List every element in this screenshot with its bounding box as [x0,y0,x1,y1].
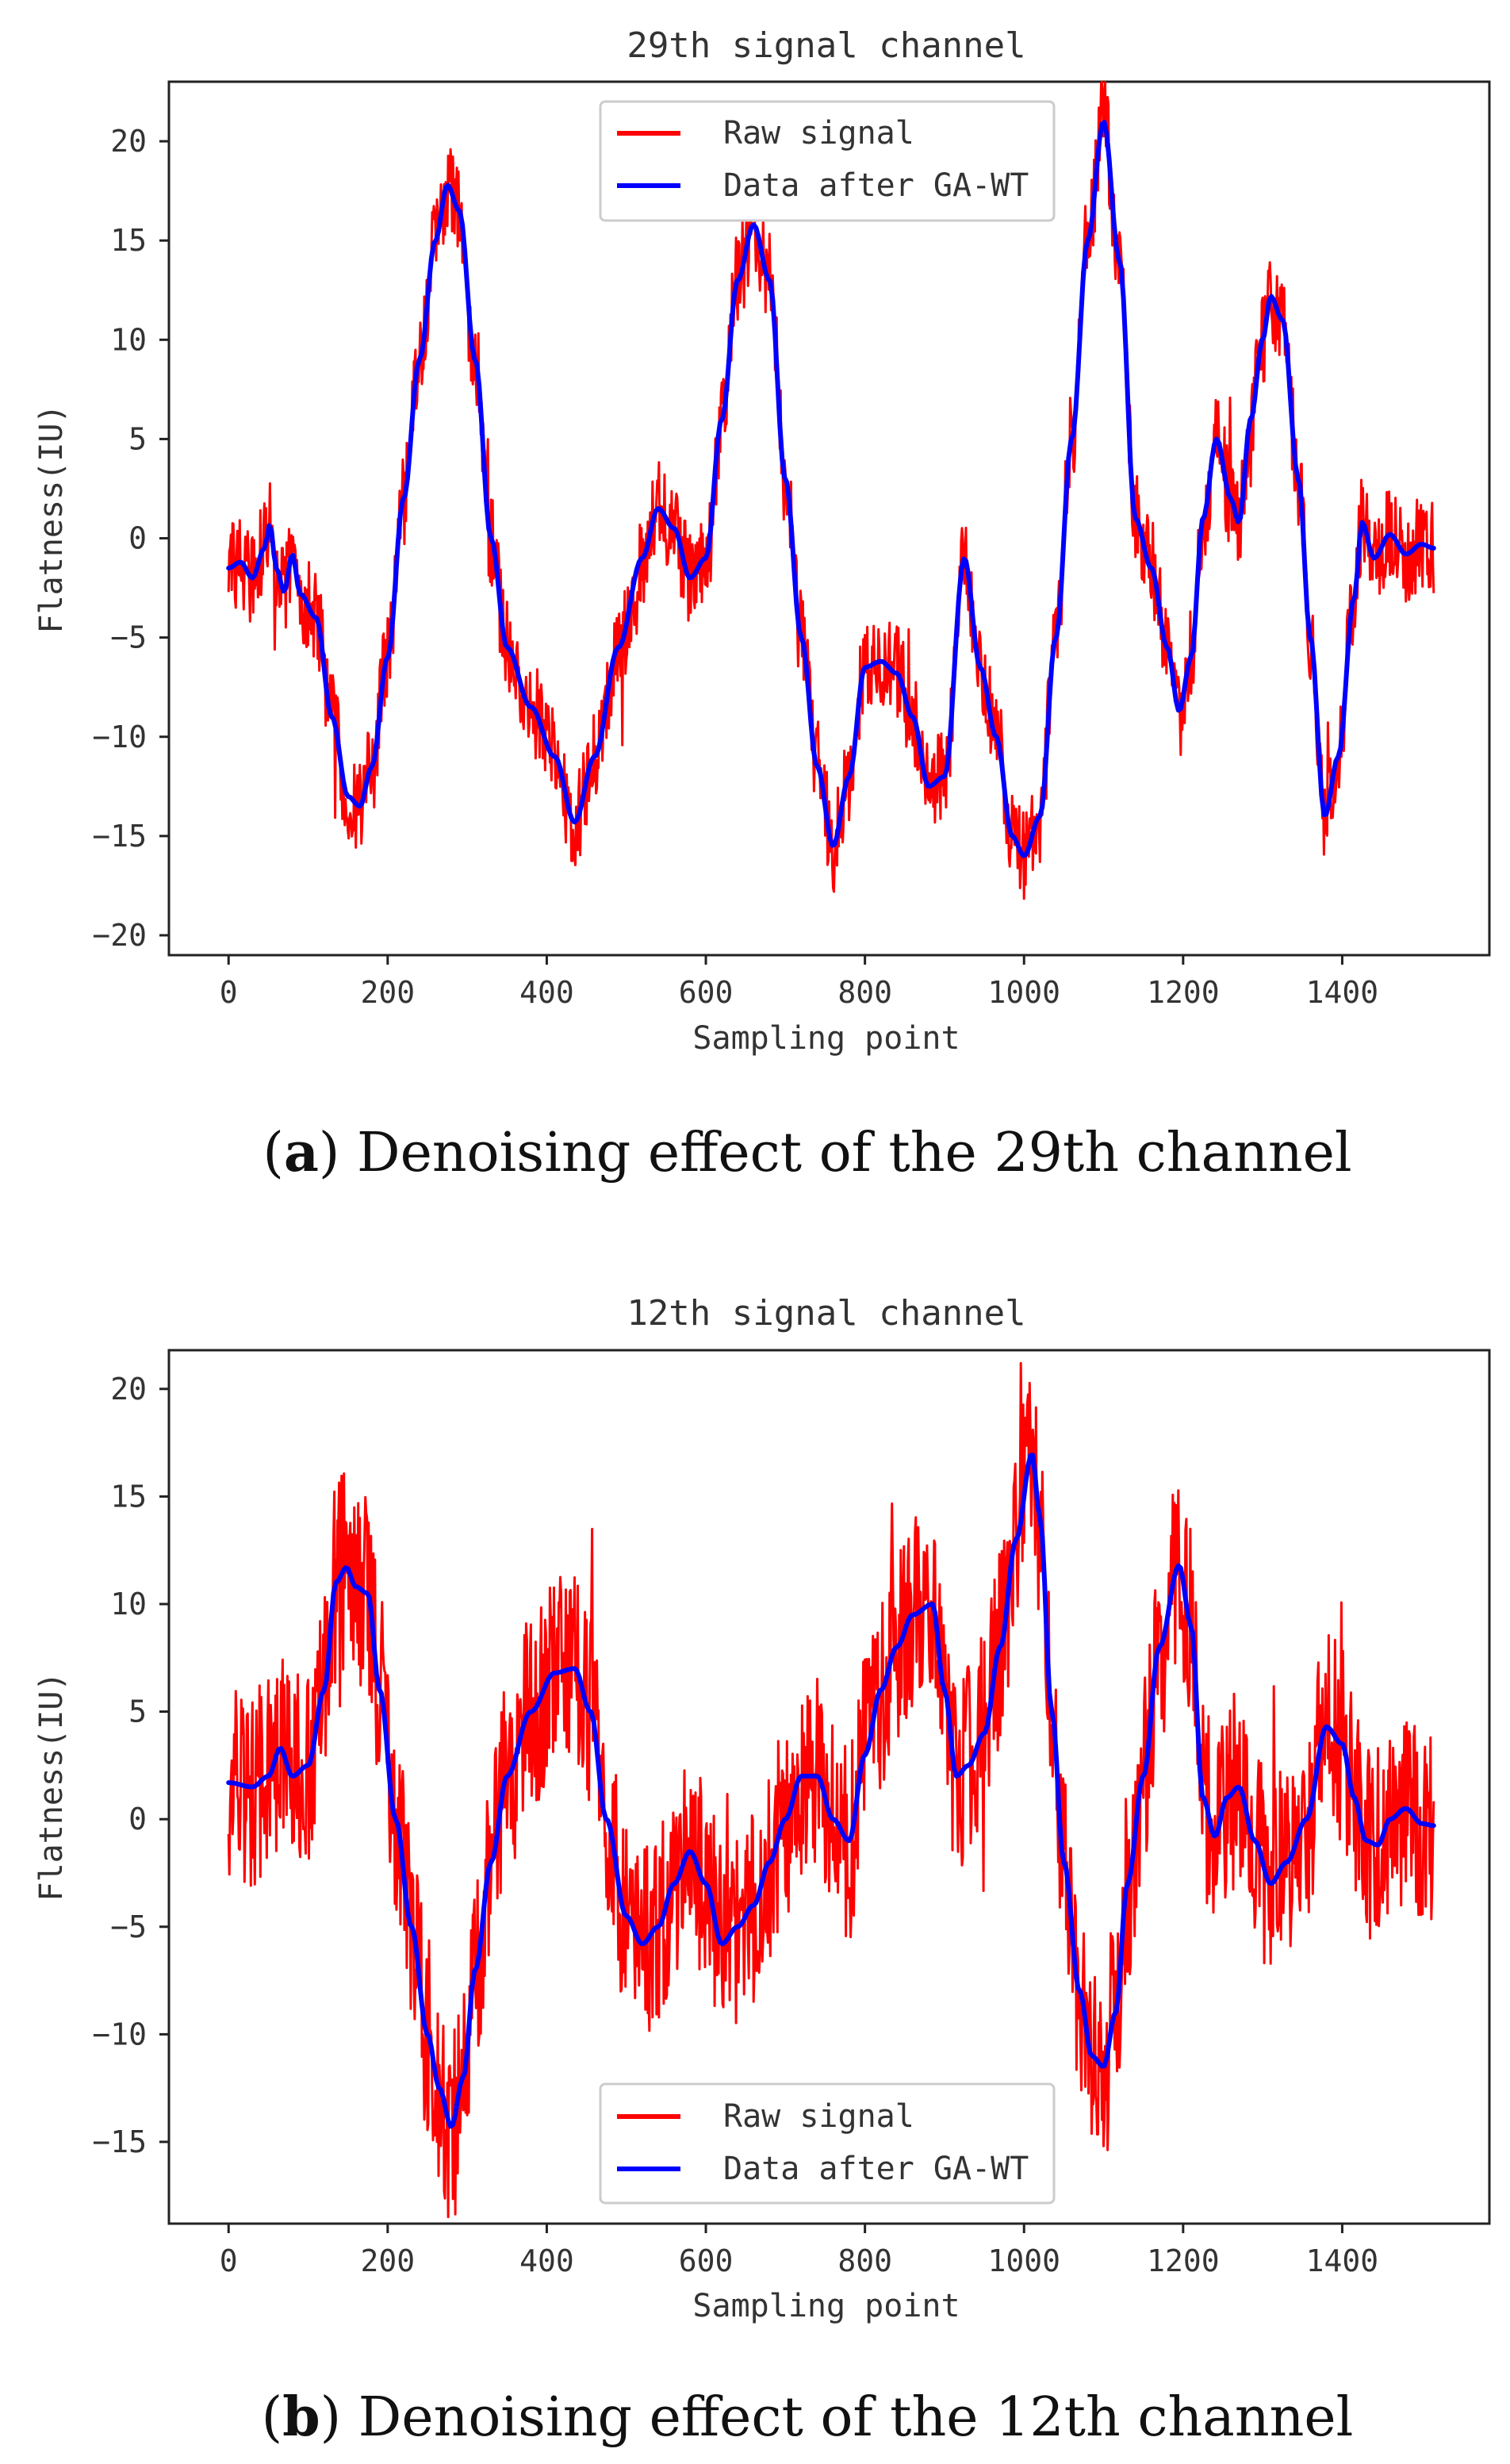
y-tick-label: −20 [92,918,147,953]
y-tick-label: 10 [110,322,147,357]
caption-text: ) Denoising effect of the 12th channel [320,2386,1354,2449]
series-lines [226,1361,1436,2219]
y-tick-label: −10 [92,720,147,754]
chart-panel-29th-channel: 29th signal channel 0 200 400 600 800 1000 120… [33,25,1491,1184]
y-tick-label: 15 [110,1479,147,1514]
ga-wt-line [226,1453,1436,2129]
x-tick-label: 200 [361,975,416,1010]
chart-title: 29th signal channel [627,25,1025,66]
legend-box [599,2082,1056,2205]
y-tick-label: 20 [110,124,147,159]
x-tick-label: 1400 [1306,975,1379,1010]
x-tick-label: 400 [519,975,574,1010]
x-tick-label: 1400 [1306,2243,1379,2278]
plot-frame [167,1349,1491,2225]
series-lines [226,80,1436,900]
legend-ga-wt-label: Data after GA-WT [723,2151,1029,2187]
x-axis-label: Sampling point [692,1020,960,1057]
caption-b: (b) Denoising effect of the 12th channel [262,2385,1354,2449]
y-tick-label: −15 [92,819,147,854]
caption-letter: a [284,1121,319,1184]
y-axis-ticks: −15 −10 −5 0 5 10 15 20 [92,1372,169,2159]
x-tick-label: 1000 [987,975,1060,1010]
caption-letter: b [282,2385,320,2449]
y-tick-label: −5 [110,620,147,655]
legend: Raw signal Data after GA-WT [599,2082,1056,2205]
legend-box [599,100,1056,222]
x-axis-ticks: 0 200 400 600 800 1000 1200 1400 [220,2224,1378,2278]
plot-frame [167,80,1491,957]
y-tick-label: −5 [110,1909,147,1944]
caption-a: (a) Denoising effect of the 29th channel [263,1121,1351,1184]
y-tick-label: 5 [128,1694,147,1729]
y-tick-label: 0 [128,521,147,556]
legend-ga-wt-label: Data after GA-WT [723,167,1029,204]
x-tick-label: 600 [679,2243,734,2278]
legend-raw-label: Raw signal [723,2098,914,2135]
x-tick-label: 800 [837,975,892,1010]
y-tick-label: 15 [110,223,147,258]
x-axis-label: Sampling point [692,2288,960,2324]
caption-text: ) Denoising effect of the 29th channel [319,1122,1352,1184]
y-axis-ticks: −20 −15 −10 −5 0 5 10 15 20 [92,124,169,953]
legend: Raw signal Data after GA-WT [599,100,1056,222]
legend-raw-label: Raw signal [723,115,914,152]
y-tick-label: 20 [110,1372,147,1407]
x-tick-label: 800 [837,2243,892,2278]
x-tick-label: 0 [220,975,238,1010]
raw-signal-line [227,1361,1435,2219]
ga-wt-line [226,120,1436,858]
y-axis-label: Flatness(IU) [33,405,70,634]
chart-panel-12th-channel: 12th signal channel 0 200 400 600 800 1000 120… [33,1293,1491,2449]
y-tick-label: 0 [128,1802,147,1836]
x-tick-label: 1200 [1147,975,1220,1010]
y-tick-label: 10 [110,1587,147,1622]
x-tick-label: 1200 [1147,2243,1220,2278]
x-tick-label: 200 [361,2243,416,2278]
x-tick-label: 1000 [987,2243,1060,2278]
y-axis-label: Flatness(IU) [33,1672,70,1902]
x-axis-ticks: 0 200 400 600 800 1000 1200 1400 [220,955,1378,1010]
y-tick-label: 5 [128,421,147,456]
x-tick-label: 600 [679,975,734,1010]
x-tick-label: 0 [220,2243,238,2278]
y-tick-label: −15 [92,2124,147,2159]
x-tick-label: 400 [519,2243,574,2278]
chart-title: 12th signal channel [627,1293,1025,1334]
y-tick-label: −10 [92,2017,147,2051]
